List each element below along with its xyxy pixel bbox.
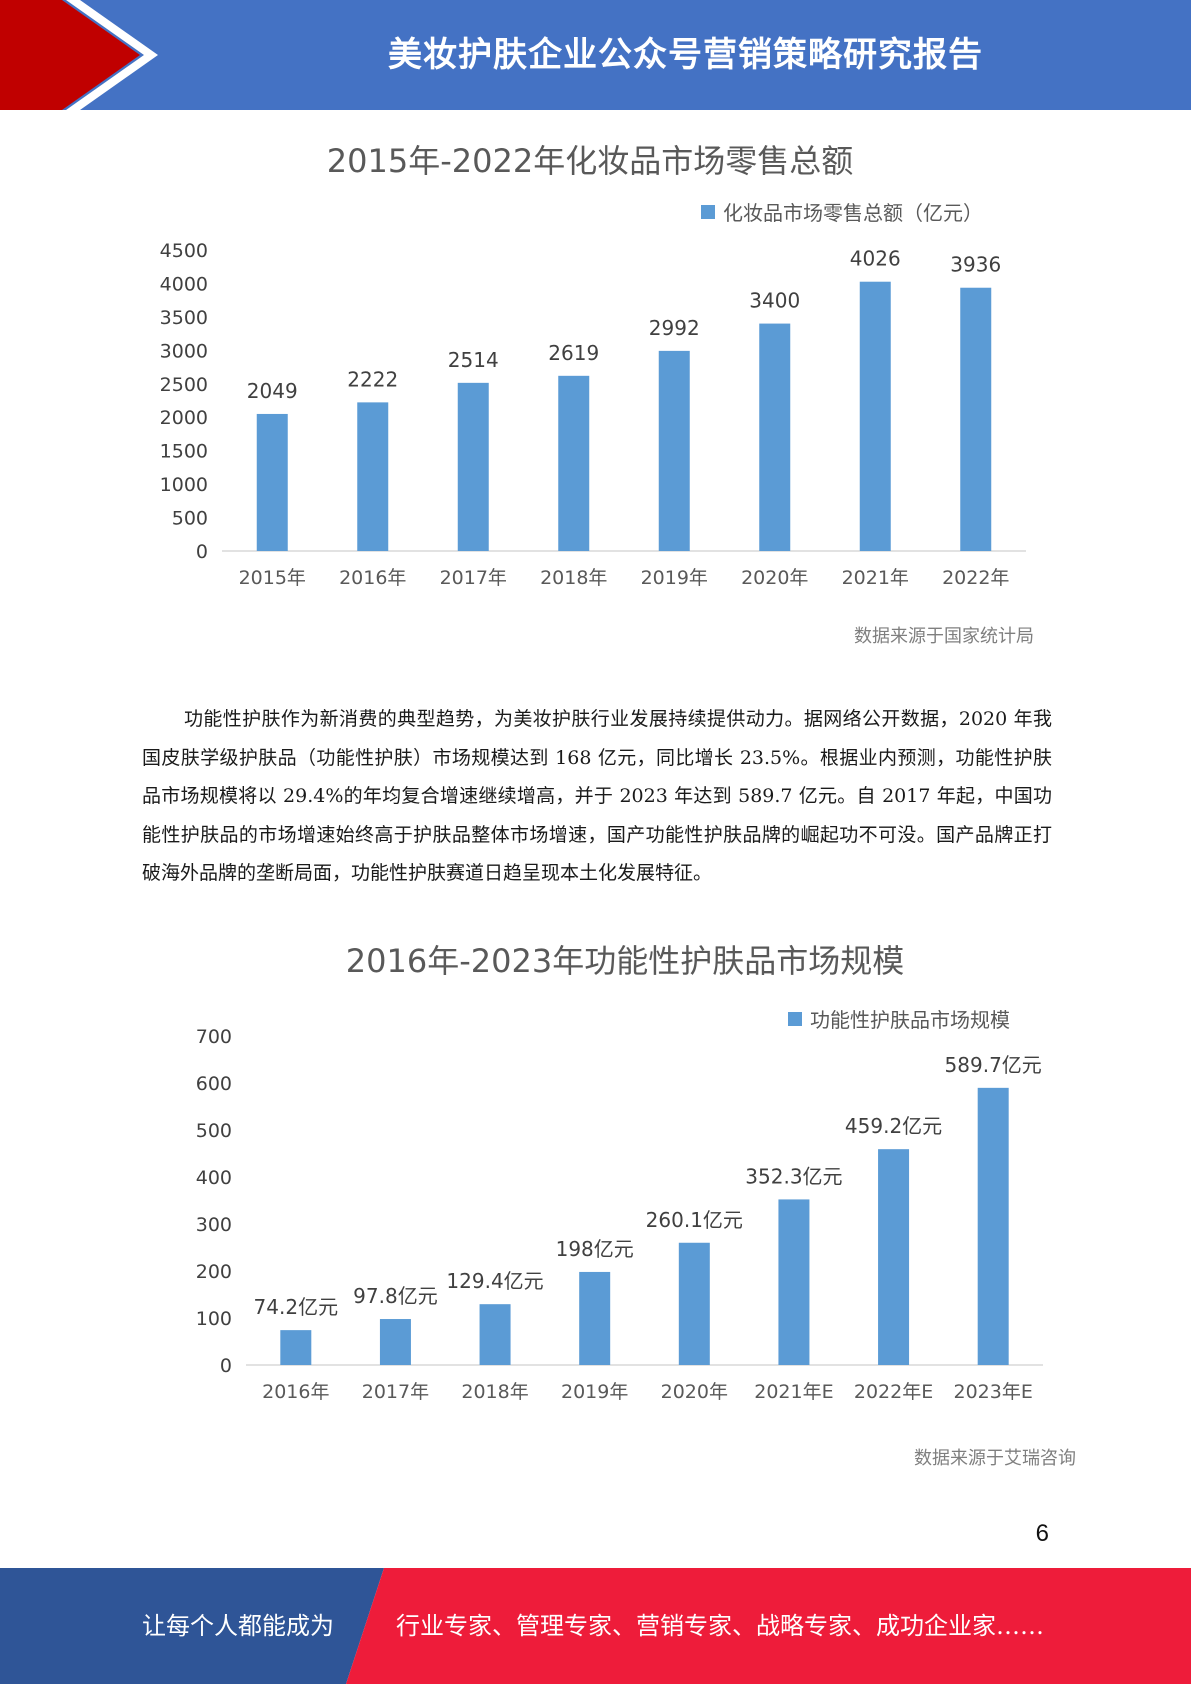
legend-swatch: [788, 1012, 802, 1026]
bar: [778, 1199, 810, 1365]
legend-swatch: [701, 205, 715, 219]
y-tick-label: 4000: [160, 273, 208, 295]
x-tick-label: 2019年: [641, 567, 708, 589]
data-label: 4026: [850, 247, 901, 271]
data-label: 3936: [950, 253, 1001, 277]
page-footer: 让每个人都能成为 行业专家、管理专家、营销专家、战略专家、成功企业家……: [0, 1568, 1191, 1684]
bar: [960, 287, 992, 551]
header-title: 美妆护肤企业公众号营销策略研究报告: [388, 35, 983, 75]
y-tick-label: 3500: [160, 307, 208, 329]
y-tick-label: 1500: [160, 441, 208, 463]
footer-slogan-right: 行业专家、管理专家、营销专家、战略专家、成功企业家……: [396, 1612, 1044, 1640]
data-label: 198亿元: [556, 1237, 634, 1261]
x-tick-label: 2021年: [842, 567, 909, 589]
data-label: 260.1亿元: [646, 1208, 743, 1232]
data-label: 352.3亿元: [745, 1164, 842, 1188]
x-tick-label: 2018年: [540, 567, 607, 589]
y-tick-label: 600: [196, 1073, 232, 1095]
x-tick-label: 2017年: [440, 567, 507, 589]
y-tick-label: 2000: [160, 407, 208, 429]
y-tick-label: 300: [196, 1214, 232, 1236]
x-tick-label: 2022年E: [854, 1381, 933, 1403]
chart-title: 2015年-2022年化妆品市场零售总额: [327, 142, 853, 180]
bar: [977, 1087, 1009, 1365]
y-tick-label: 3000: [160, 340, 208, 362]
y-tick-label: 500: [172, 508, 208, 530]
y-tick-label: 500: [196, 1120, 232, 1142]
bar: [579, 1271, 611, 1365]
x-tick-label: 2018年: [461, 1381, 528, 1403]
bar: [457, 382, 489, 551]
bar: [558, 375, 590, 551]
y-tick-label: 4500: [160, 240, 208, 262]
data-source-note: 数据来源于艾瑞咨询: [914, 1448, 1076, 1469]
data-label: 74.2亿元: [254, 1295, 339, 1319]
x-tick-label: 2020年: [661, 1381, 728, 1403]
bar: [280, 1330, 312, 1365]
data-label: 129.4亿元: [446, 1269, 543, 1293]
y-tick-label: 1000: [160, 474, 208, 496]
bar: [878, 1149, 910, 1365]
bar: [379, 1319, 411, 1365]
y-tick-label: 100: [196, 1308, 232, 1330]
x-tick-label: 2019年: [561, 1381, 628, 1403]
y-tick-label: 700: [196, 1026, 232, 1048]
data-source-note: 数据来源于国家统计局: [854, 626, 1034, 647]
data-label: 2222: [347, 367, 398, 391]
bar: [759, 323, 791, 551]
y-tick-label: 400: [196, 1167, 232, 1189]
functional-skincare-chart: 2016年-2023年功能性护肤品市场规模功能性护肤品市场规模 0 100 200 30…: [0, 930, 1191, 1470]
data-label: 97.8亿元: [353, 1284, 438, 1308]
x-tick-label: 2017年: [362, 1381, 429, 1403]
footer-slogan-left: 让每个人都能成为: [142, 1612, 334, 1640]
data-label: 589.7亿元: [945, 1053, 1042, 1077]
y-tick-label: 2500: [160, 374, 208, 396]
retail-sales-chart: 2015年-2022年化妆品市场零售总额化妆品市场零售总额（亿元） 0 500 100…: [0, 130, 1191, 660]
bar: [479, 1304, 511, 1365]
legend-label: 功能性护肤品市场规模: [810, 1008, 1010, 1032]
body-paragraph: 功能性护肤作为新消费的典型趋势，为美妆护肤行业发展持续提供动力。据网络公开数据，…: [142, 708, 1052, 884]
bar: [859, 281, 891, 551]
chart-title: 2016年-2023年功能性护肤品市场规模: [346, 942, 904, 980]
x-tick-label: 2023年E: [954, 1381, 1033, 1403]
bar: [357, 402, 389, 551]
bar: [678, 1242, 710, 1365]
header-arrow-graphic: [0, 0, 158, 110]
data-label: 459.2亿元: [845, 1114, 942, 1138]
y-tick-label: 200: [196, 1261, 232, 1283]
data-label: 2049: [247, 379, 298, 403]
x-tick-label: 2020年: [741, 567, 808, 589]
data-label: 2619: [548, 341, 599, 365]
x-tick-label: 2016年: [262, 1381, 329, 1403]
y-tick-label: 0: [220, 1355, 232, 1377]
legend-label: 化妆品市场零售总额（亿元）: [723, 201, 983, 225]
page-header: 美妆护肤企业公众号营销策略研究报告: [0, 0, 1191, 110]
data-label: 2992: [649, 316, 700, 340]
bar: [658, 350, 690, 551]
x-tick-label: 2015年: [239, 567, 306, 589]
x-tick-label: 2022年: [942, 567, 1009, 589]
bar: [256, 413, 288, 551]
x-tick-label: 2016年: [339, 567, 406, 589]
x-tick-label: 2021年E: [754, 1381, 833, 1403]
page-number: 6: [1035, 1520, 1049, 1547]
data-label: 2514: [448, 348, 499, 372]
y-tick-label: 0: [196, 541, 208, 563]
footer-background: [0, 1568, 1191, 1684]
data-label: 3400: [749, 289, 800, 313]
